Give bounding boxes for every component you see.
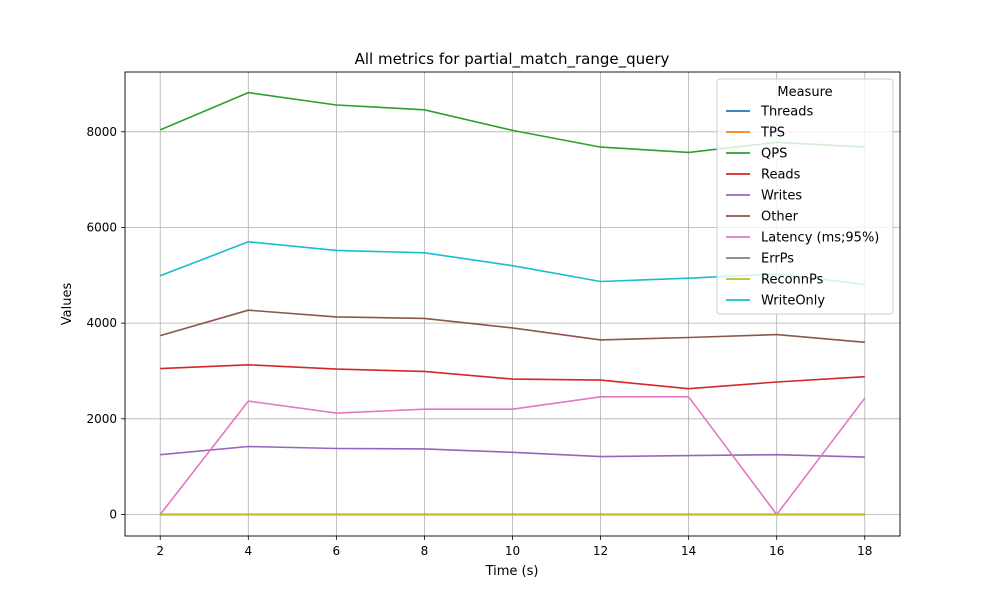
series-line-latency-ms-95 <box>159 395 866 516</box>
legend-label-writeonly: WriteOnly <box>761 294 825 309</box>
series-lines <box>159 91 866 516</box>
legend-label-latency-ms-95: Latency (ms;95%) <box>761 231 879 246</box>
x-tick-label: 6 <box>333 544 341 558</box>
legend-label-errps: ErrPs <box>761 252 794 267</box>
legend-box <box>716 78 894 315</box>
legend: Measure Threads TPS QPS Reads Writes Other Lat… <box>716 78 894 315</box>
legend-label-other: Other <box>761 210 799 225</box>
series-line-writes <box>160 445 865 458</box>
x-tick-label: 18 <box>857 544 872 558</box>
x-tick-label: 8 <box>421 544 429 558</box>
x-tick-label: 4 <box>244 544 252 558</box>
chart-title: All metrics for partial_match_range_quer… <box>355 50 670 69</box>
legend-label-writes: Writes <box>761 189 802 204</box>
legend-title: Measure <box>777 85 832 100</box>
y-tick-label: 8000 <box>86 125 117 139</box>
x-tick-label: 14 <box>681 544 696 558</box>
axis-ticks: 2 4 6 8 10 12 14 16 18 0 2000 4000 6000 8000 <box>86 125 872 558</box>
y-tick-label: 2000 <box>86 412 117 426</box>
legend-label-reads: Reads <box>761 168 801 183</box>
y-tick-label: 6000 <box>86 220 117 234</box>
y-tick-label: 4000 <box>86 316 117 330</box>
legend-label-reconnps: ReconnPs <box>761 273 824 288</box>
x-tick-label: 12 <box>593 544 608 558</box>
series-line-other <box>159 309 865 344</box>
x-tick-label: 2 <box>156 544 164 558</box>
y-tick-label: 0 <box>109 507 117 521</box>
legend-label-tps: TPS <box>760 126 785 141</box>
x-tick-label: 10 <box>505 544 520 558</box>
legend-label-qps: QPS <box>761 147 787 162</box>
y-axis-label: Values <box>60 283 75 326</box>
series-line-reads <box>160 363 865 390</box>
legend-label-threads: Threads <box>760 105 813 120</box>
x-axis-label: Time (s) <box>485 564 539 579</box>
x-tick-label: 16 <box>769 544 784 558</box>
